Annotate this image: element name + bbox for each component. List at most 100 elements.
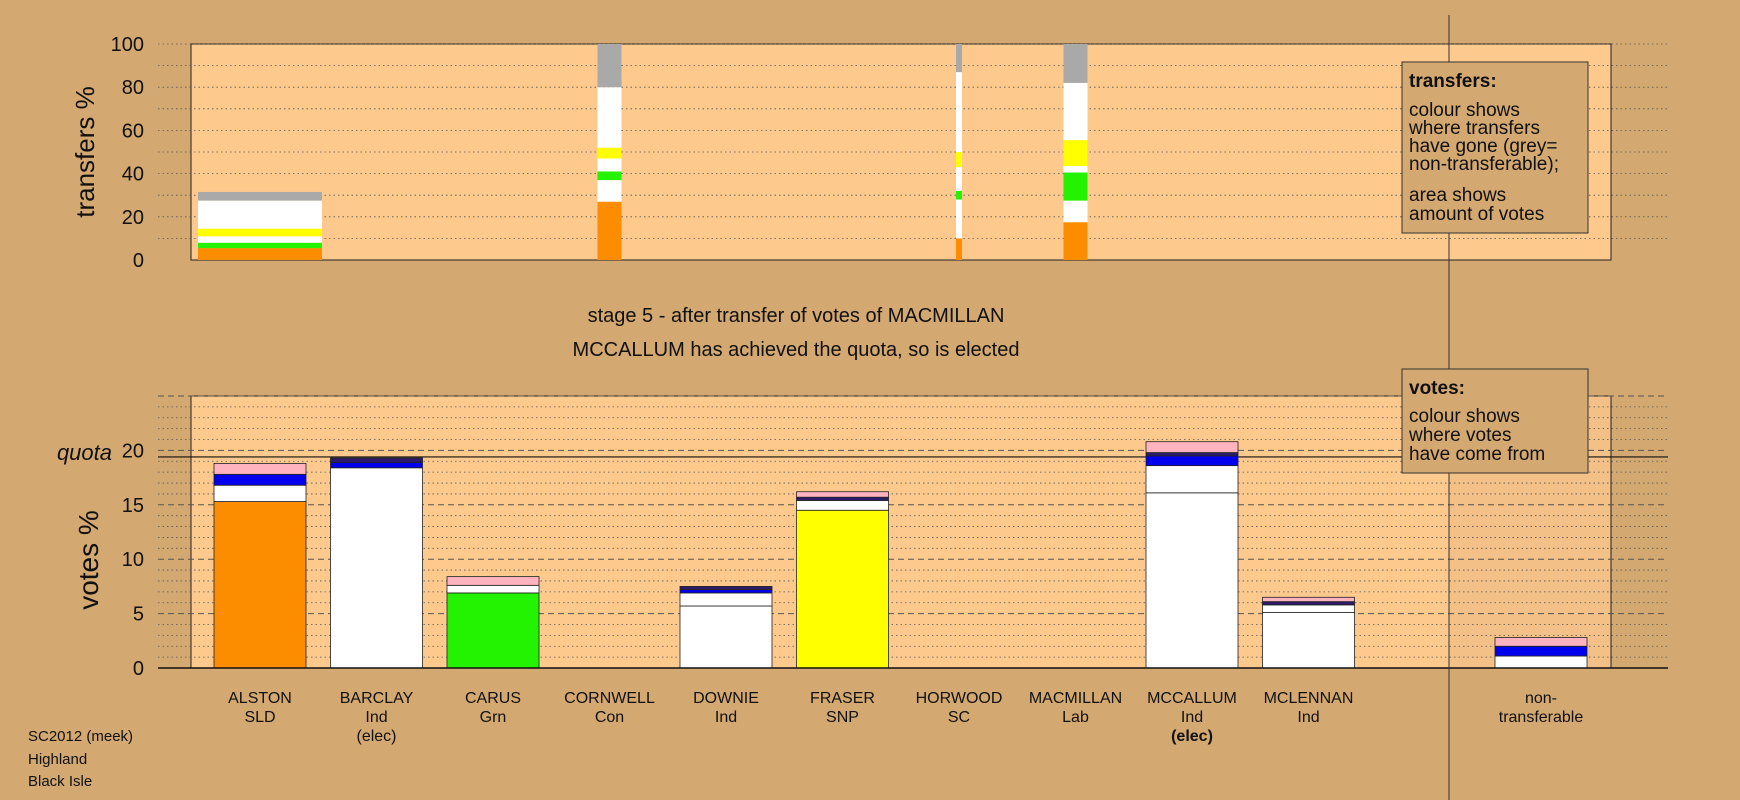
vote-segment [1145,452,1239,457]
transfer-segment [956,167,962,191]
votes-y-tick-label: 10 [122,549,144,571]
transfer-segment [1063,172,1088,201]
candidate-party: SNP [826,709,859,726]
transfer-segment [956,238,962,260]
candidate-name: non- [1525,690,1557,707]
vote-segment [1145,441,1239,453]
votes-y-tick-label: 20 [122,440,144,462]
vote-segment [1262,612,1355,669]
candidate-party: Ind [1181,709,1203,726]
vote-segment [1262,604,1355,613]
transfers-legend: transfers: colour shows where transfers … [1401,61,1589,234]
transfer-segment [597,201,622,260]
candidate-elected-note: (elec) [356,728,396,745]
stage-title: stage 5 - after transfer of votes of MAC… [588,305,1005,327]
candidate-labels: ALSTON SLD BARCLAY Ind (elec) CARUS Grn CORNWEL… [228,690,1583,745]
vote-segment [1145,455,1239,467]
transfer-segment [1063,82,1088,141]
transfers-y-axis-label: transfers % [70,86,100,218]
transfers-legend-line: area shows [1409,185,1506,206]
transfer-segment [597,147,622,159]
transfer-segment [1063,222,1088,260]
votes-y-ticks: 0 5 10 15 20 [122,440,144,680]
candidate-name: MCCALLUM [1147,690,1237,707]
candidate-party: Ind [365,709,387,726]
votes-y-tick-label: 5 [133,604,144,626]
transfers-legend-line: where transfers [1408,118,1540,139]
candidate-name: MCLENNAN [1264,690,1354,707]
vote-segment [679,605,773,669]
footer-election: SC2012 (meek) [28,728,133,745]
candidate-name: BARCLAY [340,690,414,707]
transfers-legend-line: non-transferable); [1409,154,1559,175]
candidate-name: FRASER [810,690,875,707]
footer-council: Highland [28,751,87,768]
transfer-segment [1063,200,1088,223]
transfer-segment [597,158,622,172]
votes-legend-line: where votes [1408,425,1511,446]
transfer-segment [597,44,622,88]
candidate-name: CORNWELL [564,690,655,707]
vote-segment [796,491,889,498]
transfers-y-tick-label: 80 [122,77,144,99]
transfers-legend-line: colour shows [1409,100,1520,121]
vote-segment [213,473,307,486]
votes-bars [213,441,1588,669]
vote-segment [330,467,423,669]
votes-y-axis-label: votes % [73,510,104,610]
transfer-segment [597,87,622,148]
vote-segment [330,461,423,469]
candidate-party: Ind [1297,709,1319,726]
candidate-party: SC [948,709,970,726]
quota-label: quota [57,440,112,465]
candidate-party: Con [595,709,624,726]
vote-segment [796,500,889,511]
transfers-y-tick-label: 0 [133,250,144,272]
vote-segment [330,457,423,463]
transfers-legend-line: amount of votes [1409,204,1544,225]
transfer-segment [1063,140,1088,167]
transfers-legend-line: have gone (grey= [1409,136,1557,157]
vote-segment [213,463,307,475]
transfer-segment [1063,166,1088,173]
vote-segment [1262,601,1355,606]
votes-legend-line: have come from [1409,444,1545,465]
candidate-name: HORWOOD [916,690,1003,707]
candidate-name: DOWNIE [693,690,759,707]
votes-legend-box [1401,368,1589,474]
votes-legend: votes: colour shows where votes have com… [1401,368,1589,474]
vote-segment [1145,492,1239,669]
vote-segment [446,584,540,594]
vote-segment [1494,655,1588,669]
vote-segment [1494,637,1588,647]
transfer-segment [198,236,322,243]
vote-segment [446,592,540,669]
transfer-segment [956,44,962,73]
candidate-name: CARUS [465,690,521,707]
transfer-segment [198,248,322,260]
vote-segment [796,509,889,669]
candidate-party: transferable [1499,709,1584,726]
vote-segment [679,589,773,594]
stage-subtitle: MCCALLUM has achieved the quota, so is e… [573,339,1020,361]
candidate-elected-note: (elec) [1171,728,1213,745]
transfer-segment [956,72,962,152]
transfers-y-tick-label: 40 [122,164,144,186]
transfers-y-tick-label: 60 [122,120,144,142]
candidate-name: ALSTON [228,690,292,707]
transfer-segment [198,191,322,201]
transfer-segment [597,171,622,181]
votes-legend-line: colour shows [1409,406,1520,427]
candidate-party: SLD [244,709,275,726]
vote-segment [213,484,307,502]
transfer-segment [198,242,322,249]
transfers-legend-box [1401,61,1589,234]
transfers-y-ticks: 0 20 40 60 80 100 [111,34,144,272]
transfer-segment [1063,44,1088,83]
votes-y-tick-label: 15 [122,495,144,517]
transfer-segment [956,190,962,200]
transfers-legend-title: transfers: [1409,71,1497,92]
votes-panel: 0 5 10 15 20 votes % quota ALSTON SLD BARCLAY I… [57,395,1668,745]
candidate-party: Grn [480,709,507,726]
votes-plot-area [190,395,1612,669]
